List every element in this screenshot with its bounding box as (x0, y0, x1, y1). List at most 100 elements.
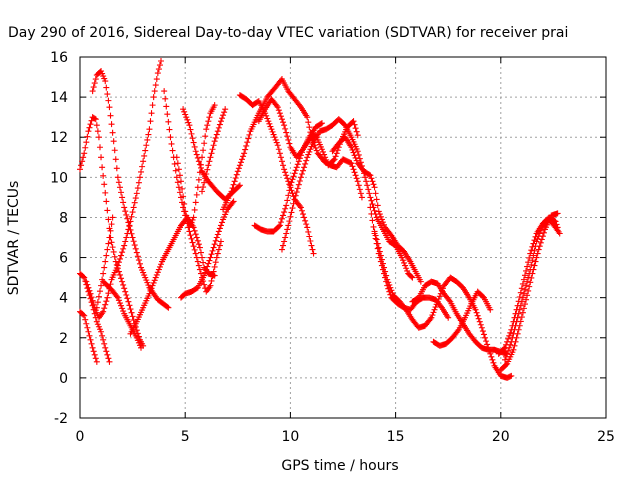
data-point (105, 216, 112, 223)
data-point (454, 328, 461, 335)
data-point (297, 152, 304, 159)
data-point (130, 238, 137, 245)
data-point (158, 58, 165, 65)
series-trace-22 (409, 278, 511, 357)
data-point (373, 236, 380, 243)
data-point (130, 317, 137, 324)
data-point (267, 123, 274, 130)
data-point (98, 282, 105, 289)
data-point (402, 305, 409, 312)
data-point (197, 161, 204, 168)
data-point (87, 290, 94, 297)
data-point (83, 139, 90, 146)
plot-frame (79, 56, 607, 419)
data-point (122, 208, 129, 215)
data-point (83, 278, 90, 285)
data-point (128, 213, 135, 220)
data-point (90, 84, 97, 91)
data-point (521, 272, 528, 279)
data-point (306, 124, 313, 131)
y-tick-label: 16 (50, 50, 68, 66)
data-point (109, 214, 116, 221)
data-point (116, 271, 123, 278)
data-point (284, 133, 291, 140)
data-point (87, 121, 94, 128)
data-point (119, 249, 126, 256)
data-point (289, 190, 296, 197)
data-point (293, 164, 300, 171)
data-point (288, 179, 295, 186)
data-point (184, 116, 191, 123)
data-point (366, 171, 373, 178)
series-trace-05 (83, 58, 165, 321)
data-point (102, 78, 109, 85)
data-point (143, 142, 150, 149)
data-point (304, 224, 311, 231)
data-point (301, 164, 308, 171)
data-point (149, 102, 156, 109)
data-point (185, 119, 192, 126)
data-point (484, 341, 491, 348)
data-point (86, 124, 93, 131)
data-point (180, 106, 187, 113)
data-point (113, 293, 120, 300)
data-point (135, 179, 142, 186)
data-point (417, 278, 424, 285)
data-point (502, 356, 509, 363)
data-point (269, 128, 276, 135)
data-point (87, 336, 94, 343)
data-point (191, 227, 198, 234)
grid-lines (80, 57, 606, 418)
data-point (96, 144, 103, 151)
data-point (236, 162, 243, 169)
data-point (146, 126, 153, 133)
data-point (123, 291, 130, 298)
data-point (206, 114, 213, 121)
data-point (372, 190, 379, 197)
data-point (284, 226, 291, 233)
data-point (104, 294, 111, 301)
data-point (130, 204, 137, 211)
data-point (90, 301, 97, 308)
data-point (175, 166, 182, 173)
data-point (194, 258, 201, 265)
series-trace-19 (329, 134, 424, 285)
data-point (94, 299, 101, 306)
y-tick-label: 10 (50, 170, 68, 186)
axis-ticks (79, 56, 607, 419)
data-point (176, 172, 183, 179)
data-point (136, 174, 143, 181)
data-point (289, 205, 296, 212)
data-point (367, 204, 374, 211)
data-point (202, 133, 209, 140)
data-point (98, 328, 105, 335)
data-point (514, 314, 521, 321)
data-point (523, 267, 530, 274)
data-point (302, 160, 309, 167)
data-point (277, 113, 284, 120)
data-point (354, 132, 361, 139)
data-point (109, 244, 116, 251)
data-point (132, 245, 139, 252)
data-point (529, 257, 536, 264)
data-point (90, 348, 97, 355)
data-point (104, 207, 111, 214)
data-point (104, 91, 111, 98)
data-point (151, 88, 158, 95)
data-point (147, 118, 154, 125)
data-point (266, 120, 273, 127)
data-point (276, 150, 283, 157)
data-point (114, 294, 121, 301)
data-point (375, 208, 382, 215)
data-point (278, 246, 285, 253)
data-point (536, 230, 543, 237)
data-point (164, 111, 171, 118)
data-point (182, 208, 189, 215)
data-point (88, 340, 95, 347)
data-point (300, 167, 307, 174)
data-point (534, 250, 541, 257)
data-point (276, 110, 283, 117)
series-trace-26 (502, 216, 563, 363)
data-point (371, 184, 378, 191)
data-point (330, 157, 337, 164)
